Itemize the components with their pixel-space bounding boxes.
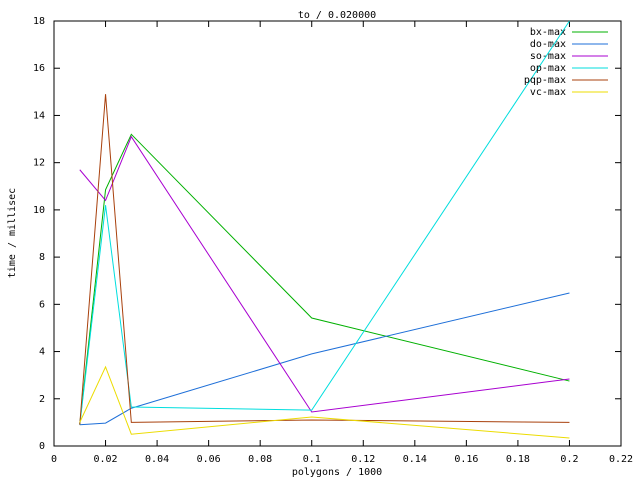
legend-label: op-max	[530, 63, 566, 74]
y-tick-label: 4	[39, 347, 45, 358]
x-tick-label: 0.1	[303, 454, 321, 465]
legend-label: so-max	[530, 51, 566, 62]
series-line	[79, 365, 570, 439]
series-line	[79, 135, 570, 413]
x-tick-label: 0.16	[454, 454, 478, 465]
x-tick-label: 0.12	[351, 454, 375, 465]
y-tick-label: 14	[33, 110, 45, 121]
chart-title: to / 0.020000	[298, 10, 376, 21]
x-tick-label: 0.2	[560, 454, 578, 465]
y-axis-label: time / millisec	[7, 188, 18, 278]
x-tick-label: 0.14	[403, 454, 427, 465]
series-line	[79, 292, 570, 426]
x-tick-label: 0.22	[609, 454, 633, 465]
plot-frame	[53, 20, 622, 447]
legend-label: do-max	[530, 39, 566, 50]
legend-label: vc-max	[530, 87, 566, 98]
x-axis-label: polygons / 1000	[292, 467, 382, 478]
y-tick-label: 6	[39, 299, 45, 310]
y-tick-label: 12	[33, 158, 45, 169]
y-tick-label: 2	[39, 394, 45, 405]
x-tick-label: 0.02	[93, 454, 117, 465]
legend-label: pqp-max	[524, 75, 566, 86]
y-tick-label: 0	[39, 441, 45, 452]
y-tick-label: 10	[33, 205, 45, 216]
y-tick-label: 18	[33, 16, 45, 27]
series-line	[79, 133, 570, 425]
y-tick-label: 16	[33, 63, 45, 74]
y-tick-label: 8	[39, 252, 45, 263]
series-line	[79, 20, 570, 425]
series-line	[79, 94, 570, 425]
legend-label: bx-max	[530, 27, 566, 38]
x-tick-label: 0.08	[248, 454, 272, 465]
x-tick-label: 0.04	[145, 454, 169, 465]
x-tick-label: 0	[51, 454, 57, 465]
x-tick-label: 0.06	[197, 454, 221, 465]
x-tick-label: 0.18	[506, 454, 530, 465]
